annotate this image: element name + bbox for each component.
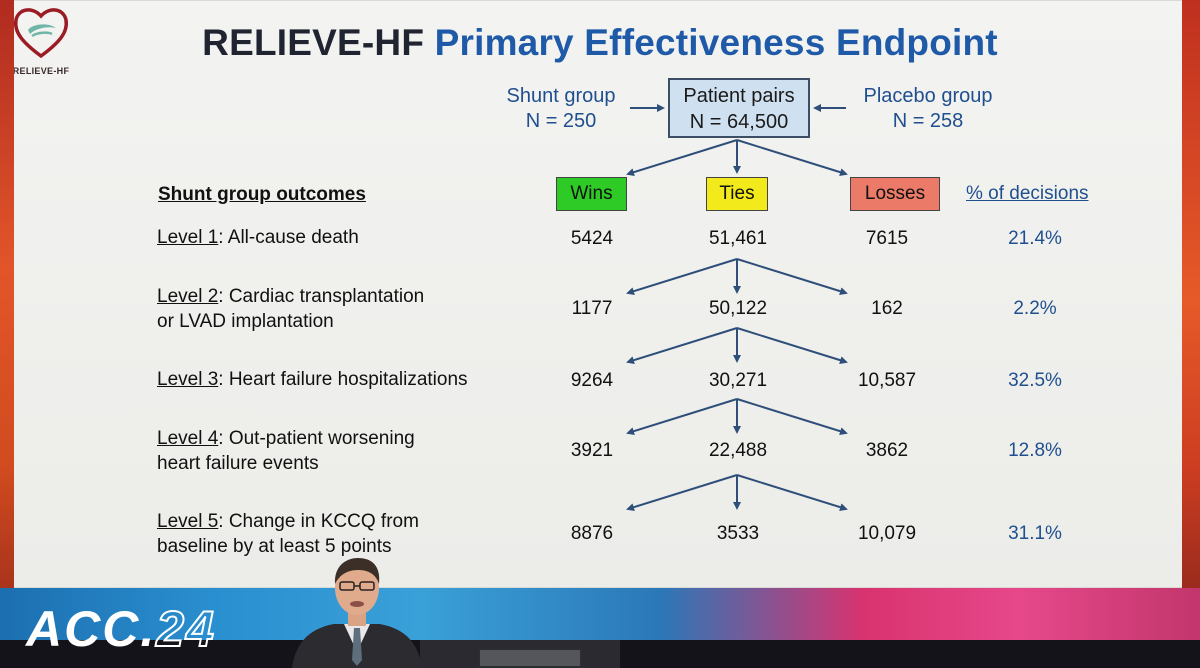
level-3-pct: 32.5% (1008, 370, 1062, 391)
level-5-ties: 3533 (716, 523, 760, 544)
level-4-desc: : Out-patient worsening (218, 428, 415, 449)
level-2-wins: 1177 (571, 298, 613, 319)
title-trial-name: RELIEVE-HF (202, 22, 425, 63)
level-5-label: Level 5: Change in KCCQ from baseline by… (157, 509, 419, 559)
level-4-split-arrows (626, 474, 848, 512)
patient-pairs-n: N = 64,500 (689, 111, 789, 133)
heart-logo-icon (13, 8, 69, 59)
level-2-pct: 2.2% (1013, 298, 1057, 319)
level-2-ties: 50,122 (708, 298, 768, 319)
presentation-slide: RELIEVE-HF RELIEVE-HF Primary Effectiven… (0, 0, 1200, 588)
losses-header: Losses (850, 177, 940, 211)
patient-pairs-label: Patient pairs (683, 85, 795, 107)
stage-monitor (478, 648, 582, 668)
level-2-name: Level 2 (157, 286, 219, 307)
level-1-ties: 51,461 (708, 228, 768, 249)
acc-logo: ACC.24 (26, 600, 216, 658)
level-1-label: Level 1: All-cause death (157, 225, 359, 250)
level-5-wins: 8876 (570, 523, 614, 544)
acc-text: ACC. (26, 601, 157, 657)
relieve-hf-logo: RELIEVE-HF (6, 4, 76, 82)
flow-arrows (626, 104, 848, 512)
shunt-group-n: N = 250 (525, 110, 597, 132)
level-5-name: Level 5 (157, 511, 219, 532)
led-wall-right (1182, 0, 1200, 668)
placebo-group-n: N = 258 (892, 110, 964, 132)
shunt-group-name: Shunt group (506, 85, 616, 107)
level-1-losses: 7615 (865, 228, 909, 249)
level-2-desc-line2: or LVAD implantation (157, 311, 334, 332)
ties-header: Ties (706, 177, 768, 211)
level-3-label: Level 3: Heart failure hospitalizations (157, 367, 468, 392)
level-4-pct: 12.8% (1008, 440, 1062, 461)
level-5-losses: 10,079 (857, 523, 917, 544)
level-1-name: Level 1 (157, 227, 219, 248)
level-3-losses: 10,587 (857, 370, 917, 391)
level-1-split-arrows (626, 258, 848, 296)
level-3-ties: 30,271 (708, 370, 768, 391)
pct-decisions-header: % of decisions (966, 183, 1089, 204)
level-5-desc-line2: baseline by at least 5 points (157, 536, 392, 557)
level-2-label: Level 2: Cardiac transplantation or LVAD… (157, 284, 424, 334)
acc-year: 24 (155, 600, 216, 658)
patient-pairs-box: Patient pairs N = 64,500 (668, 78, 810, 138)
logo-text: RELIEVE-HF (12, 66, 70, 76)
speaker-figure (292, 558, 422, 668)
placebo-group-label: Placebo group N = 258 (848, 84, 1008, 134)
level-3-desc: : Heart failure hospitalizations (218, 369, 468, 390)
slide-title: RELIEVE-HF Primary Effectiveness Endpoin… (0, 22, 1200, 64)
level-2-split-arrows (626, 327, 848, 365)
level-4-wins: 3921 (570, 440, 614, 461)
level-2-losses: 162 (871, 298, 903, 319)
level-3-name: Level 3 (157, 369, 219, 390)
led-wall-left (0, 0, 14, 668)
level-1-pct: 21.4% (1008, 228, 1062, 249)
level-4-label: Level 4: Out-patient worsening heart fai… (157, 426, 415, 476)
placebo-group-name: Placebo group (863, 85, 993, 107)
title-endpoint: Primary Effectiveness Endpoint (434, 22, 998, 63)
level-3-wins: 9264 (570, 370, 614, 391)
level-4-losses: 3862 (865, 440, 909, 461)
level-3-split-arrows (626, 398, 848, 436)
level-1-wins: 5424 (570, 228, 614, 249)
level-1-desc: : All-cause death (218, 227, 359, 248)
outcomes-header: Shunt group outcomes (158, 184, 366, 205)
level-4-desc-line2: heart failure events (157, 453, 319, 474)
pairs-split-arrows (626, 139, 848, 177)
level-2-desc: : Cardiac transplantation (218, 286, 425, 307)
level-5-pct: 31.1% (1008, 523, 1062, 544)
level-4-ties: 22,488 (708, 440, 768, 461)
level-4-name: Level 4 (157, 428, 219, 449)
shunt-group-label: Shunt group N = 250 (496, 84, 626, 134)
level-5-desc: : Change in KCCQ from (218, 511, 419, 532)
wins-header: Wins (556, 177, 627, 211)
